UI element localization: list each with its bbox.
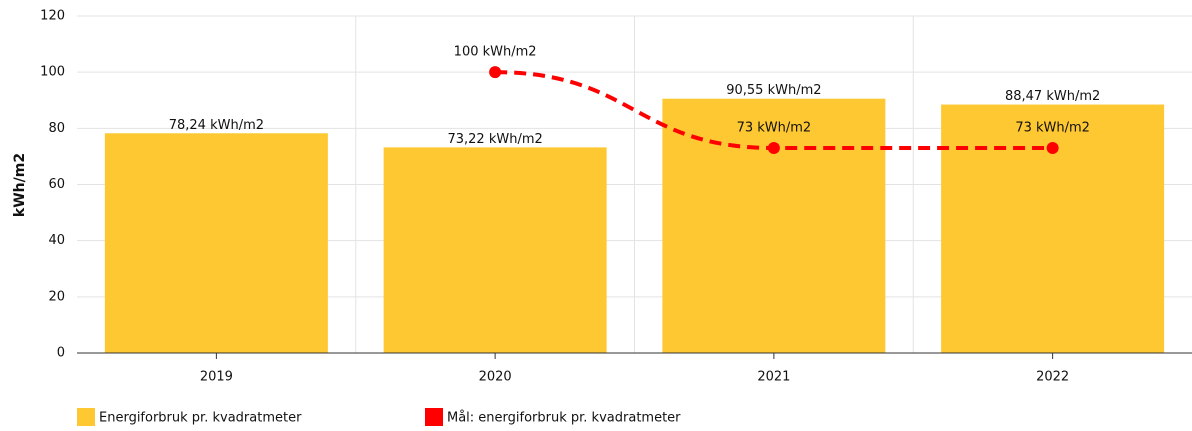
bar (941, 104, 1165, 353)
x-tick-label: 2020 (479, 370, 512, 385)
legend-swatch (77, 408, 95, 426)
y-tick-label: 60 (48, 177, 65, 192)
legend-label: Energiforbruk pr. kvadratmeter (99, 411, 302, 426)
bar (383, 147, 607, 353)
data-label: 90,55 kWh/m2 (726, 83, 821, 98)
data-label: 73 kWh/m2 (1015, 120, 1090, 135)
y-tick-label: 0 (57, 346, 65, 361)
x-tick-label: 2022 (1036, 370, 1069, 385)
data-label: 78,24 kWh/m2 (169, 118, 264, 133)
data-label: 73 kWh/m2 (737, 120, 812, 135)
data-label: 100 kWh/m2 (454, 45, 537, 60)
y-tick-label: 120 (40, 9, 65, 24)
bar (662, 98, 886, 353)
y-tick-label: 100 (40, 65, 65, 80)
legend-label: Mål: energiforbruk pr. kvadratmeter (447, 411, 681, 426)
bar (104, 133, 328, 353)
y-tick-label: 40 (48, 233, 65, 248)
x-tick-label: 2021 (757, 370, 790, 385)
data-label: 88,47 kWh/m2 (1005, 89, 1100, 104)
data-label: 73,22 kWh/m2 (447, 132, 542, 147)
y-tick-label: 20 (48, 289, 65, 304)
legend-swatch (425, 408, 443, 426)
x-tick-label: 2019 (200, 370, 233, 385)
y-axis-label: kWh/m2 (12, 153, 28, 217)
line-point (489, 66, 502, 79)
line-point (1046, 141, 1059, 154)
line-point (767, 141, 780, 154)
y-tick-label: 80 (48, 121, 65, 136)
